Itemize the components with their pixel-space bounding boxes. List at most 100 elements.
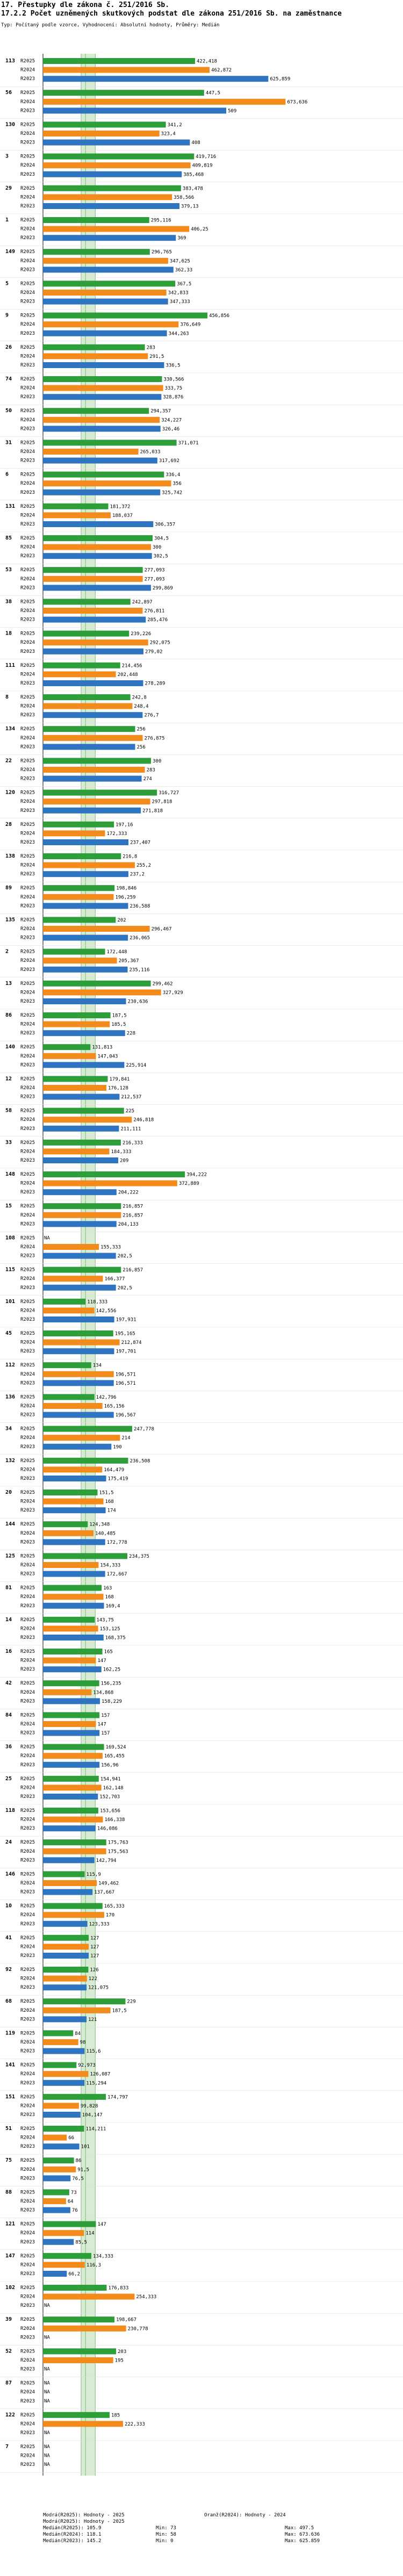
value-label: 347,333 <box>170 299 190 305</box>
bar <box>43 1553 128 1559</box>
series-label: R2024 <box>20 2358 35 2363</box>
value-label: 235,116 <box>129 967 150 973</box>
bar <box>43 1276 103 1282</box>
category-label: 85 <box>5 535 12 541</box>
value-label: 153,656 <box>100 1809 120 1814</box>
bar <box>43 2207 70 2213</box>
category-label: 33 <box>5 1140 12 1146</box>
category-label: 7 <box>5 2444 9 2450</box>
category-label: 121 <box>5 2221 15 2227</box>
series-label: R2024 <box>20 1563 35 1568</box>
series-label: R2024 <box>20 1658 35 1664</box>
bar <box>43 853 121 859</box>
series-label: R2023 <box>20 1285 35 1291</box>
category-label: 20 <box>5 1490 12 1495</box>
value-label: 165,333 <box>104 1904 125 1909</box>
bar <box>43 298 168 305</box>
bar <box>43 1093 120 1100</box>
series-label: R2024 <box>20 1372 35 1377</box>
value-label: 197,931 <box>116 1318 136 1323</box>
bar <box>43 616 146 623</box>
bar <box>43 1053 96 1059</box>
value-label: 142,556 <box>96 1308 117 1314</box>
category-label: 58 <box>5 1108 12 1114</box>
legend-min: Min: 0 <box>156 2538 174 2544</box>
bar <box>43 2316 115 2323</box>
bar <box>43 903 128 909</box>
series-label: R2025 <box>20 1586 35 1591</box>
bar <box>43 1125 119 1132</box>
category-label: 120 <box>5 790 15 796</box>
series-label: R2024 <box>20 481 35 486</box>
bar <box>43 871 128 877</box>
bar <box>43 2143 80 2150</box>
value-label: 276,811 <box>144 609 164 614</box>
value-label: 394,222 <box>186 1172 207 1178</box>
series-label: R2023 <box>20 1508 35 1513</box>
bar <box>43 353 148 359</box>
legend-max: Max: 625.859 <box>285 2538 320 2544</box>
value-label: 299,462 <box>153 981 173 987</box>
category-label: 5 <box>5 280 9 286</box>
value-label: 172,333 <box>106 831 127 837</box>
series-label: R2023 <box>20 1603 35 1609</box>
value-label: 236,588 <box>130 904 150 909</box>
value-label: 66 <box>68 2135 74 2141</box>
bar <box>43 376 162 382</box>
value-label: 175,763 <box>108 1840 128 1846</box>
value-label: 204,133 <box>118 1222 139 1227</box>
bar <box>43 998 126 1004</box>
value-label: 358,566 <box>174 195 194 200</box>
series-label: R2023 <box>20 1953 35 1959</box>
series-label: R2023 <box>20 1221 35 1227</box>
bar <box>43 1649 103 1654</box>
bar <box>43 735 143 741</box>
value-label: 254,333 <box>136 2294 156 2300</box>
value-label: 236,065 <box>129 936 150 941</box>
bar <box>43 1625 98 1632</box>
value-label: 237,2 <box>130 872 145 877</box>
series-label: R2025 <box>20 1268 35 1273</box>
category-label: 92 <box>5 1967 12 1973</box>
value-label: 76,5 <box>72 2176 84 2182</box>
bar <box>43 2285 107 2291</box>
series-label: R2023 <box>20 617 35 623</box>
category-label: 75 <box>5 2157 12 2163</box>
category-label: 12 <box>5 1076 12 1082</box>
series-label: R2024 <box>20 513 35 518</box>
value-label: 156,96 <box>101 1762 119 1768</box>
value-label: 347,625 <box>170 258 190 264</box>
category-label: 87 <box>5 2380 12 2386</box>
series-label: R2025 <box>20 1140 35 1146</box>
series-label: R2025 <box>20 663 35 668</box>
value-label: 115,294 <box>86 2081 106 2086</box>
series-label: R2023 <box>20 713 35 718</box>
series-label: R2024 <box>20 2230 35 2236</box>
bar <box>43 1808 98 1814</box>
value-label: 673,636 <box>287 99 307 105</box>
series-label: R2023 <box>20 967 35 973</box>
bar <box>43 139 190 146</box>
series-label: R2024 <box>20 640 35 645</box>
value-label: 279,02 <box>145 649 163 654</box>
bar <box>43 385 163 391</box>
bar <box>43 1857 95 1863</box>
category-label: 115 <box>5 1267 15 1273</box>
value-label: 127 <box>90 1945 99 1950</box>
bar <box>43 2221 96 2227</box>
series-label: R2025 <box>20 1522 35 1527</box>
bar <box>43 2230 84 2236</box>
series-label: R2024 <box>20 1308 35 1313</box>
value-label: 185,5 <box>111 1022 126 1027</box>
series-label: R2024 <box>20 1054 35 1059</box>
series-label: R2023 <box>20 1413 35 1418</box>
bar <box>43 489 161 495</box>
series-label: R2025 <box>20 1204 35 1209</box>
legend-median: Medián(R2025): 105.9 <box>43 2525 102 2531</box>
series-label: R2024 <box>20 163 35 168</box>
value-label: 296,467 <box>152 927 172 932</box>
category-label: 52 <box>5 2348 12 2354</box>
bar <box>43 1148 110 1155</box>
value-label: 149,462 <box>98 1881 119 1887</box>
value-label: 134,868 <box>93 1690 113 1695</box>
